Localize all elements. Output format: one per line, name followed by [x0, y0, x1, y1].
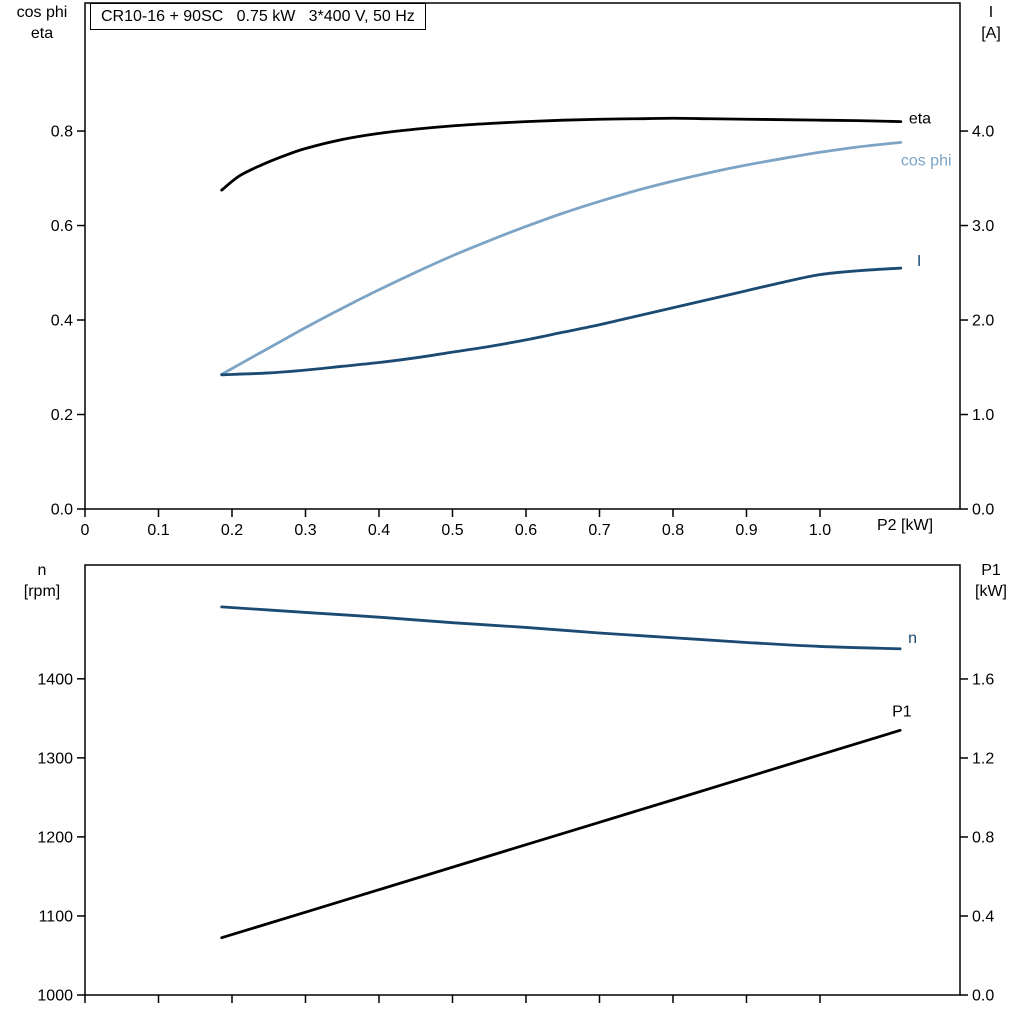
axis-title-line: cos phi — [16, 4, 68, 21]
series-label-n: n — [908, 630, 917, 647]
chart-bottom: 1000 1100 1200 1300 1400 0.0 0.4 0.8 1.2 1.6 n P1 — [37, 564, 994, 1005]
axis-title-line: [kW] — [975, 583, 1007, 600]
y-right-tick-label: 0.4 — [972, 908, 994, 925]
y-right-tick-label: 0.0 — [972, 502, 994, 519]
series-label-P1: P1 — [892, 703, 912, 720]
x-tick-label: 0 — [81, 522, 90, 539]
series-curve-P1 — [220, 728, 902, 940]
y-left-tick-label: 0.4 — [51, 313, 73, 330]
y-right-tick-label: 1.2 — [972, 750, 994, 767]
x-tick-label: 1.0 — [809, 522, 831, 539]
y-left-tick-label: 0.6 — [51, 218, 73, 235]
y-right-tick-label: 1.6 — [972, 671, 994, 688]
bottom-chart-left-axis-title: n [rpm] — [0, 560, 84, 602]
top-chart-left-axis-title: cos phi eta — [0, 2, 84, 44]
y-right-tick-label: 4.0 — [972, 124, 994, 141]
y-right-tick-label: 1.0 — [972, 407, 994, 424]
top-chart-right-axis-title: I [A] — [960, 2, 1022, 44]
x-tick-label: 0.2 — [221, 522, 243, 539]
x-tick-label: 0.5 — [441, 522, 463, 539]
y-right-tick-label: 3.0 — [972, 218, 994, 235]
series-label-current: I — [917, 253, 921, 270]
axis-title-line: P1 — [981, 562, 1001, 579]
series-curve-cos-phi — [220, 140, 903, 376]
x-tick-label: 0.9 — [735, 522, 757, 539]
plot-frame — [84, 564, 961, 996]
y-left-tick-label: 1100 — [39, 908, 74, 925]
series-label-eta: eta — [909, 111, 931, 128]
bottom-chart-right-axis-title: P1 [kW] — [960, 560, 1022, 602]
y-left-tick-label: 0.8 — [51, 124, 73, 141]
x-tick-label: 0.1 — [147, 522, 169, 539]
axis-title-line: I — [988, 4, 994, 21]
y-right-tick-label: 2.0 — [972, 313, 994, 330]
y-right-tick-label: 0.8 — [972, 829, 994, 846]
axis-title-line: n — [37, 562, 47, 579]
axis-title-line: [A] — [981, 25, 1001, 42]
x-tick-label: 0.7 — [588, 522, 610, 539]
y-right-tick-label: 0.0 — [972, 988, 994, 1005]
series-label-cos-phi: cos phi — [901, 152, 952, 169]
x-axis-title: P2 [kW] — [877, 517, 934, 534]
axis-title-line: eta — [30, 25, 54, 42]
x-tick-label: 0.8 — [662, 522, 684, 539]
y-left-tick-label: 1000 — [37, 988, 73, 1005]
y-left-tick-label: 0.2 — [51, 407, 73, 424]
y-left-tick-label: 1300 — [37, 750, 73, 767]
y-left-tick-label: 0.0 — [51, 502, 73, 519]
series-curve-current — [220, 266, 903, 377]
axis-title-line: [rpm] — [23, 583, 61, 600]
x-tick-label: 0.6 — [515, 522, 537, 539]
y-left-tick-label: 1400 — [37, 671, 73, 688]
series-curve-n — [220, 605, 902, 651]
x-tick-label: 0.4 — [368, 522, 390, 539]
plot-frame — [84, 2, 961, 510]
chart-title: CR10-16 + 90SC 0.75 kW 3*400 V, 50 Hz — [90, 3, 426, 30]
series-curve-eta — [220, 116, 903, 192]
x-tick-label: 0.3 — [294, 522, 316, 539]
chart-top: 0 0.1 0.2 0.3 0.4 0.5 0.6 0.7 0.8 0.9 1.0 0.0 0.2 0.4… — [51, 2, 994, 539]
y-left-tick-label: 1200 — [37, 829, 73, 846]
